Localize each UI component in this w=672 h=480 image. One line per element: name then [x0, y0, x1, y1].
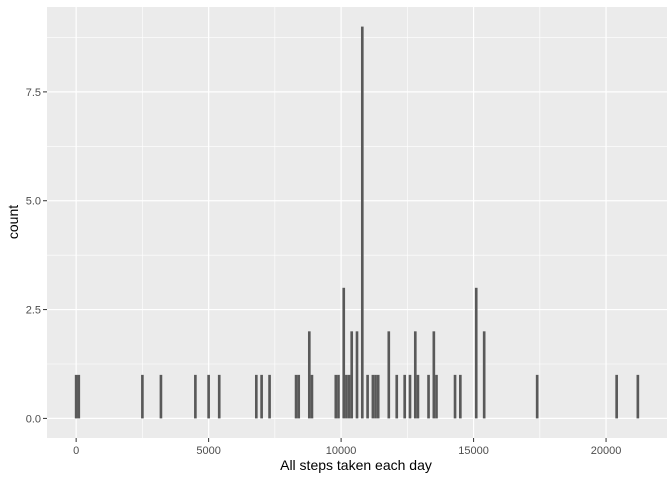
y-tick-label: 0.0	[26, 413, 41, 425]
histogram-bar	[408, 374, 412, 419]
histogram-bar	[636, 374, 640, 419]
histogram-bar	[194, 374, 197, 419]
histogram-bar	[350, 331, 354, 419]
histogram-bar	[254, 374, 258, 419]
histogram-bar	[310, 374, 314, 419]
histogram-bar	[535, 374, 539, 419]
histogram-bar	[342, 287, 346, 419]
histogram-bar	[268, 374, 271, 419]
histogram-bar	[413, 331, 417, 419]
histogram-bar	[395, 374, 399, 419]
histogram-bar	[416, 374, 420, 419]
histogram-bar	[337, 374, 340, 419]
histogram-bar	[453, 374, 457, 419]
histogram-bar	[207, 374, 210, 419]
histogram-bar	[77, 374, 81, 419]
bars	[74, 26, 640, 419]
histogram-bar	[159, 374, 163, 419]
histogram-bar	[307, 331, 311, 419]
histogram-bar	[403, 374, 407, 419]
histogram-bar	[435, 374, 438, 419]
x-tick-label: 20000	[591, 445, 622, 457]
histogram-bar	[141, 374, 144, 419]
histogram-bar	[74, 374, 78, 419]
histogram-bar	[366, 374, 369, 419]
histogram-bar	[260, 374, 263, 419]
x-tick-label: 0	[73, 445, 79, 457]
x-tick-label: 10000	[326, 445, 357, 457]
histogram-bar	[482, 331, 486, 419]
y-tick-label: 2.5	[26, 305, 41, 317]
x-tick-label: 5000	[196, 445, 220, 457]
histogram-bar	[360, 26, 364, 419]
axes: 0 5000 10000 15000 20000 0.0 2.5 5.0 7.5	[26, 87, 622, 457]
histogram-bar	[345, 374, 348, 419]
histogram-bar	[374, 374, 377, 419]
histogram-bar	[371, 374, 375, 419]
histogram-bar	[355, 331, 359, 419]
y-tick-label: 5.0	[26, 196, 41, 208]
histogram-bar	[217, 374, 221, 419]
histogram-bar	[474, 287, 478, 419]
histogram-bar	[347, 374, 351, 419]
histogram-bar	[387, 331, 391, 419]
y-tick-label: 7.5	[26, 87, 41, 99]
histogram-bar	[294, 374, 298, 419]
histogram-bar	[376, 374, 380, 419]
histogram-bar	[334, 374, 338, 419]
histogram-bar	[615, 374, 618, 419]
y-axis-label: count	[5, 205, 21, 239]
histogram-bar	[427, 374, 430, 419]
histogram-bar	[432, 331, 436, 419]
histogram-bar	[297, 374, 301, 419]
x-tick-label: 15000	[458, 445, 489, 457]
histogram-bar	[459, 374, 462, 419]
x-axis-label: All steps taken each day	[280, 457, 432, 473]
